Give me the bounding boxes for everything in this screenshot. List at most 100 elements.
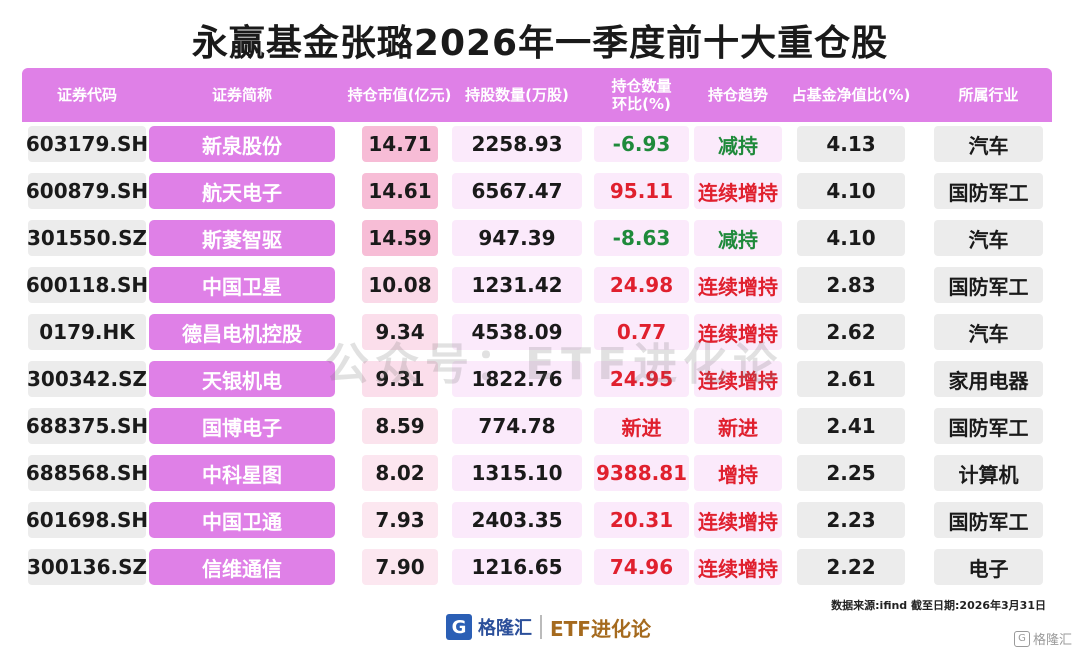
table-row: 603179.SH 新泉股份 14.71 2258.93 -6.93 减持 4.… (22, 126, 1052, 162)
cell-value: 9.31 (362, 361, 438, 397)
cell-code: 0179.HK (28, 314, 146, 350)
cell-value: 8.02 (362, 455, 438, 491)
cell-trend: 减持 (694, 126, 782, 162)
cell-name: 天银机电 (149, 361, 335, 397)
footer-logo: G 格隆汇 ETF进化论 (446, 612, 651, 642)
cell-industry: 汽车 (934, 220, 1043, 256)
cell-trend: 新进 (694, 408, 782, 444)
cell-name: 国博电子 (149, 408, 335, 444)
cell-industry: 计算机 (934, 455, 1043, 491)
cell-pct: 2.25 (797, 455, 905, 491)
cell-code: 600118.SH (26, 267, 148, 303)
cell-shares: 1315.10 (452, 455, 582, 491)
etf-brand: ETF进化论 (550, 616, 651, 641)
cell-shares: 1822.76 (452, 361, 582, 397)
cell-trend: 连续增持 (694, 502, 782, 538)
cell-code: 603179.SH (26, 126, 148, 162)
header-change-line1: 持仓数量 (611, 77, 672, 95)
header-trend: 持仓趋势 (707, 86, 768, 104)
cell-value: 8.59 (362, 408, 438, 444)
cell-name: 航天电子 (149, 173, 335, 209)
cell-name: 中国卫星 (149, 267, 335, 303)
cell-change: -6.93 (594, 126, 689, 162)
cell-industry: 国防军工 (934, 408, 1043, 444)
header-pct: 占基金净值比(%) (791, 86, 911, 104)
table-row: 688375.SH 国博电子 8.59 774.78 新进 新进 2.41 国防… (22, 408, 1052, 444)
cell-change: 9388.81 (594, 455, 689, 491)
header-change-line2: 环比(%) (612, 95, 671, 113)
page-title: 永赢基金张璐2026年一季度前十大重仓股 (191, 23, 889, 64)
corner-brand: 格隆汇 (1032, 633, 1072, 648)
cell-code: 300136.SZ (27, 549, 147, 585)
cell-trend: 连续增持 (694, 314, 782, 350)
cell-change: -8.63 (594, 220, 689, 256)
brand-name: 格隆汇 (478, 618, 532, 639)
table-row: 688568.SH 中科星图 8.02 1315.10 9388.81 增持 2… (22, 455, 1052, 491)
cell-change: 新进 (594, 408, 689, 444)
cell-shares: 6567.47 (452, 173, 582, 209)
cell-name: 新泉股份 (149, 126, 335, 162)
cell-industry: 家用电器 (934, 361, 1043, 397)
cell-pct: 2.22 (797, 549, 905, 585)
header-industry: 所属行业 (958, 86, 1019, 104)
header-change: 持仓数量 环比(%) (594, 68, 689, 122)
cell-value: 7.90 (362, 549, 438, 585)
cell-code: 301550.SZ (27, 220, 147, 256)
cell-pct: 2.41 (797, 408, 905, 444)
cell-name: 信维通信 (149, 549, 335, 585)
cell-change: 20.31 (594, 502, 689, 538)
cell-name: 斯菱智驱 (149, 220, 335, 256)
cell-pct: 2.61 (797, 361, 905, 397)
cell-change: 95.11 (594, 173, 689, 209)
header-value: 持仓市值(亿元) (347, 86, 452, 104)
cell-shares: 1231.42 (452, 267, 582, 303)
data-source-note: 数据来源:ifind 截至日期:2026年3月31日 (831, 599, 1046, 612)
cell-trend: 减持 (694, 220, 782, 256)
watermark: 公众号：ETF进化论 (325, 339, 784, 390)
cell-pct: 2.83 (797, 267, 905, 303)
table-row: 300136.SZ 信维通信 7.90 1216.65 74.96 连续增持 2… (22, 549, 1052, 585)
cell-industry: 国防军工 (934, 173, 1043, 209)
header-code: 证券代码 (56, 86, 117, 104)
cell-shares: 2258.93 (452, 126, 582, 162)
cell-code: 600879.SH (26, 173, 148, 209)
cell-industry: 国防军工 (934, 267, 1043, 303)
cell-code: 300342.SZ (27, 361, 147, 397)
cell-value: 14.59 (362, 220, 438, 256)
cell-industry: 国防军工 (934, 502, 1043, 538)
cell-change: 24.98 (594, 267, 689, 303)
table-row: 301550.SZ 斯菱智驱 14.59 947.39 -8.63 减持 4.1… (22, 220, 1052, 256)
cell-industry: 汽车 (934, 314, 1043, 350)
cell-code: 601698.SH (26, 502, 148, 538)
cell-pct: 2.62 (797, 314, 905, 350)
cell-name: 德昌电机控股 (149, 314, 335, 350)
cell-value: 14.61 (362, 173, 438, 209)
cell-trend: 连续增持 (694, 549, 782, 585)
cell-shares: 4538.09 (452, 314, 582, 350)
cell-value: 7.93 (362, 502, 438, 538)
cell-change: 74.96 (594, 549, 689, 585)
cell-value: 9.34 (362, 314, 438, 350)
cell-pct: 2.23 (797, 502, 905, 538)
table-row: 600118.SH 中国卫星 10.08 1231.42 24.98 连续增持 … (22, 267, 1052, 303)
cell-trend: 连续增持 (694, 361, 782, 397)
cell-trend: 连续增持 (694, 267, 782, 303)
cell-change: 0.77 (594, 314, 689, 350)
cell-name: 中国卫通 (149, 502, 335, 538)
gelonghui-logo-icon: G (446, 614, 472, 640)
cell-shares: 774.78 (452, 408, 582, 444)
table-row: 300342.SZ 天银机电 9.31 1822.76 24.95 连续增持 2… (22, 361, 1052, 397)
cell-trend: 增持 (694, 455, 782, 491)
cell-pct: 4.10 (797, 220, 905, 256)
cell-pct: 4.10 (797, 173, 905, 209)
table-row: 600879.SH 航天电子 14.61 6567.47 95.11 连续增持 … (22, 173, 1052, 209)
header-shares: 持股数量(万股) (465, 86, 569, 104)
cell-shares: 2403.35 (452, 502, 582, 538)
cell-value: 10.08 (362, 267, 438, 303)
cell-industry: 汽车 (934, 126, 1043, 162)
cell-code: 688568.SH (26, 455, 148, 491)
table-row: 0179.HK 德昌电机控股 9.34 4538.09 0.77 连续增持 2.… (22, 314, 1052, 350)
cell-shares: 1216.65 (452, 549, 582, 585)
cell-value: 14.71 (362, 126, 438, 162)
table-header: 证券代码 证券简称 持仓市值(亿元) 持股数量(万股) 持仓数量 环比(%) 持… (22, 68, 1052, 122)
